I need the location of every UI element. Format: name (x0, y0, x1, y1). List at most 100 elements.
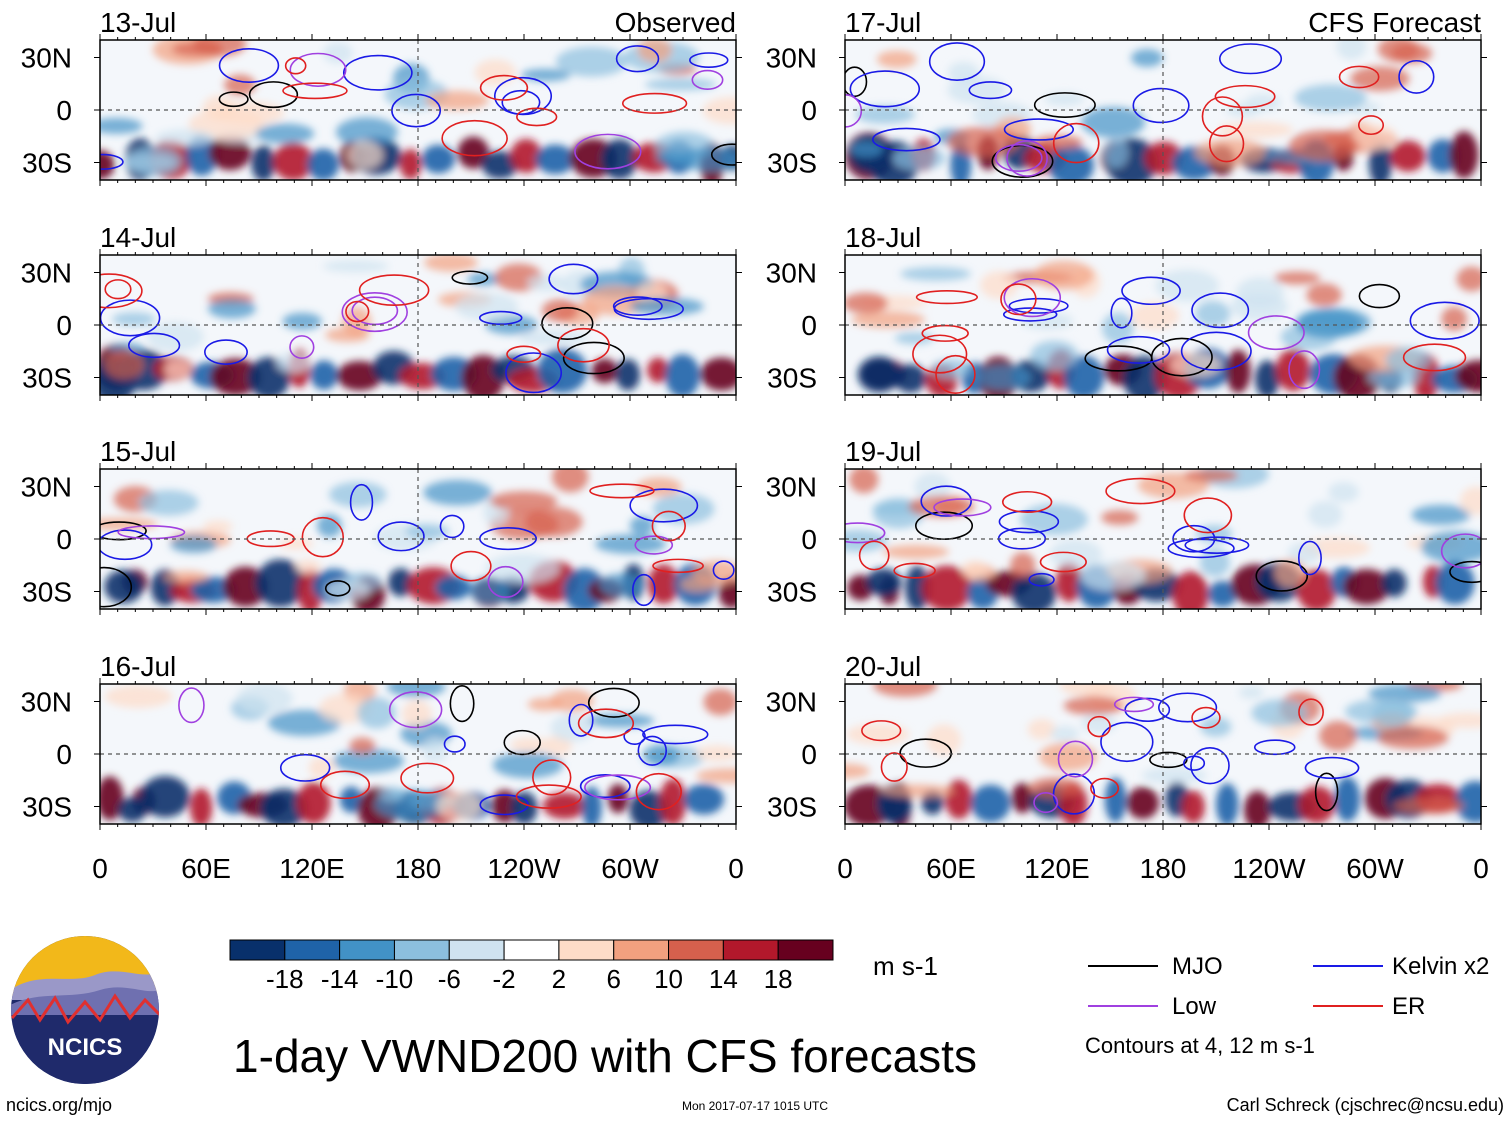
contour-kelvin-x2 (1132, 87, 1190, 124)
colorbar-tick-label: -2 (493, 964, 516, 994)
contour-low (1113, 696, 1155, 713)
contour-er (515, 784, 582, 809)
panel-date: 19-Jul (845, 436, 921, 467)
x-tick-label: 0 (92, 853, 108, 884)
contour-er (301, 516, 345, 558)
legend-label-mjo: MJO (1172, 953, 1223, 980)
x-tick-label: 180 (1140, 853, 1187, 884)
contour-mjo (100, 521, 147, 541)
y-tick-label: 30N (766, 472, 817, 503)
contour-er (282, 82, 348, 100)
contour-low (1033, 792, 1059, 814)
contour-kelvin-x2 (127, 332, 181, 359)
contour-mjo (100, 566, 133, 608)
footer-url: ncics.org/mjo (6, 1095, 112, 1115)
contour-mjo (562, 341, 625, 375)
contour-er (400, 762, 455, 794)
x-tick-label: 180 (395, 853, 442, 884)
contour-er (589, 483, 655, 499)
contour-kelvin-x2 (872, 127, 941, 152)
contour-er (1105, 477, 1176, 505)
contour-kelvin-x2 (1184, 536, 1250, 554)
colorbar-tick-label: 10 (654, 964, 683, 994)
legend-label-kelvin: Kelvin x2 (1392, 953, 1489, 980)
contour-kelvin-x2 (1002, 307, 1058, 322)
y-tick-label: 0 (56, 524, 72, 555)
contour-kelvin-x2 (1008, 297, 1069, 314)
y-tick-label: 0 (56, 310, 72, 341)
contour-mjo (1255, 560, 1309, 592)
colorbar-swatch (668, 939, 724, 961)
y-tick-label: 30N (21, 687, 72, 718)
contour-low (1288, 350, 1321, 390)
contour-er (1090, 777, 1120, 799)
contour-kelvin-x2 (1121, 276, 1181, 306)
x-tick-label: 0 (728, 853, 744, 884)
colorbar-tick-label: -6 (438, 964, 461, 994)
contour-kelvin-x2 (1028, 572, 1055, 587)
y-tick-label: 30S (767, 148, 817, 179)
panel-15-Jul: 30N 0 30S 15-Jul (21, 436, 742, 615)
contour-kelvin-x2 (443, 735, 466, 753)
contour-mjo (899, 738, 953, 768)
contour-low (1440, 533, 1481, 569)
contour-low (574, 133, 642, 170)
contour-mjo (1149, 751, 1188, 769)
contour-kelvin-x2 (1253, 739, 1296, 756)
contour-low (341, 292, 408, 333)
y-tick-label: 30N (766, 43, 817, 74)
panel-date: 17-Jul (845, 7, 921, 38)
contour-kelvin-x2 (1167, 538, 1235, 559)
contour-kelvin-x2 (1190, 747, 1230, 785)
contour-er (652, 558, 704, 574)
colorbar-tick-label: -14 (321, 964, 359, 994)
contour-kelvin-x2 (615, 45, 660, 73)
column-label: Observed (615, 7, 736, 38)
contour-er (479, 74, 529, 101)
contour-note: Contours at 4, 12 m s-1 (1085, 1033, 1315, 1058)
y-tick-label: 30S (767, 577, 817, 608)
contour-er (1039, 551, 1087, 573)
contour-kelvin-x2 (1304, 756, 1360, 780)
contour-kelvin-x2 (377, 521, 425, 552)
y-tick-label: 30S (767, 792, 817, 823)
contour-er (1183, 497, 1233, 534)
contour-kelvin-x2 (204, 339, 248, 365)
panel-17-Jul: 30N 0 30S 17-Jul CFS Forecast (766, 7, 1487, 186)
contour-kelvin-x2 (637, 735, 668, 766)
contour-er (921, 324, 969, 342)
panel-19-Jul: 30N 0 30S 19-Jul (766, 436, 1487, 615)
x-tick-label: 60E (181, 853, 231, 884)
contour-er (1298, 698, 1324, 726)
x-tick-label: 120W (487, 853, 561, 884)
logo-text: NCICS (48, 1034, 123, 1061)
contour-er (450, 550, 492, 582)
panel-14-Jul: 30N 0 30S 14-Jul (21, 222, 742, 401)
y-tick-label: 30N (21, 43, 72, 74)
y-tick-label: 30S (22, 148, 72, 179)
chart-title: 1-day VWND200 with CFS forecasts (233, 1030, 977, 1082)
x-tick-label: 0 (837, 853, 853, 884)
colorbar-swatch (393, 939, 450, 961)
contour-kelvin-x2 (279, 753, 331, 782)
contour-er (1087, 715, 1111, 738)
colorbar-swatch (339, 939, 395, 961)
contour-kelvin-x2 (998, 509, 1060, 534)
colorbar-tick-label: 18 (764, 964, 793, 994)
panel-date: 14-Jul (100, 222, 176, 253)
panel-date: 13-Jul (100, 7, 176, 38)
contour-er (880, 752, 908, 782)
contour-kelvin-x2 (1124, 697, 1171, 723)
x-tick-label: 120W (1232, 853, 1306, 884)
contour-kelvin-x2 (629, 488, 699, 523)
contour-kelvin-x2 (100, 529, 153, 561)
panel-date: 20-Jul (845, 651, 921, 682)
y-tick-label: 30S (22, 577, 72, 608)
colorbar-swatch (448, 939, 505, 961)
x-tick-label: 60W (601, 853, 659, 884)
panel-20-Jul: 30N 0 30S 20-Jul (766, 651, 1487, 830)
contour-low (1057, 740, 1094, 778)
contour-kelvin-x2 (1180, 331, 1252, 371)
contour-mjo (451, 270, 489, 285)
